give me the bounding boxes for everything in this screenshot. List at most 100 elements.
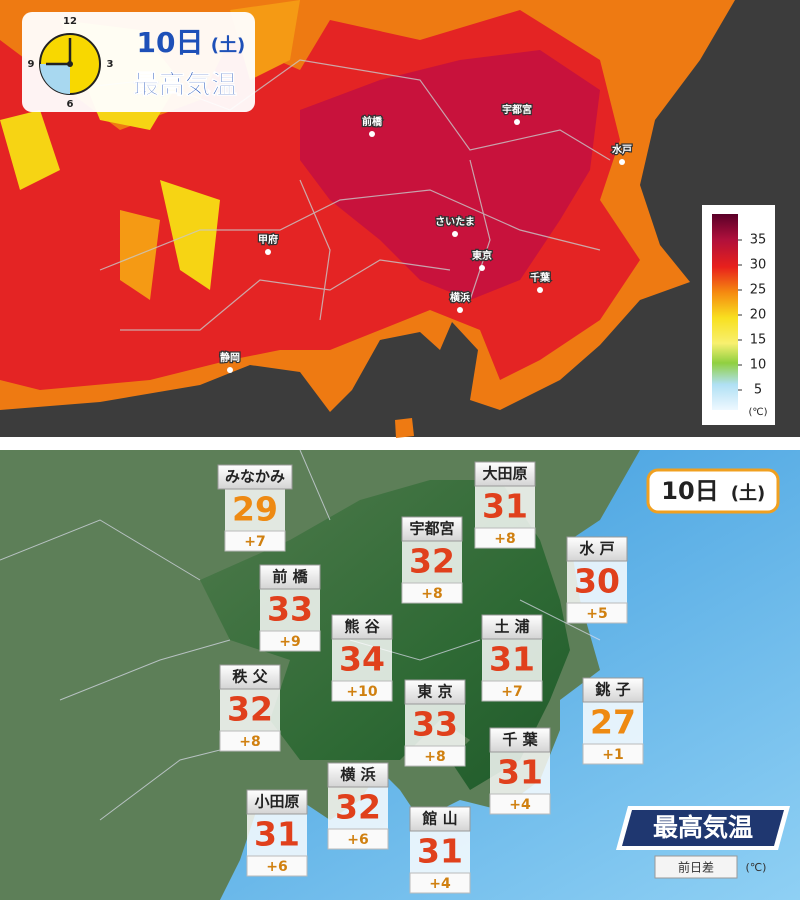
city-dot bbox=[369, 131, 375, 137]
station-card: 水 戸 30 +5 bbox=[566, 536, 628, 624]
diff-label: 前日差 bbox=[678, 860, 714, 875]
station-card: 土 浦 31 +7 bbox=[481, 614, 543, 702]
temp-panel bbox=[220, 687, 280, 731]
diff-box bbox=[474, 527, 536, 549]
city-dot bbox=[452, 231, 458, 237]
temp-panel bbox=[567, 559, 627, 603]
name-box bbox=[259, 564, 321, 590]
legend-tick-label: 25 bbox=[750, 283, 767, 298]
legend-tick-label: 15 bbox=[750, 333, 767, 348]
temp-diff: +7 bbox=[244, 534, 265, 550]
weekday: (土) bbox=[731, 483, 765, 504]
city-label: 東京 bbox=[472, 249, 492, 262]
name-box bbox=[582, 677, 644, 703]
station-card: 小田原 31 +6 bbox=[246, 789, 308, 877]
temp-diff: +8 bbox=[421, 586, 442, 602]
temp-diff: +8 bbox=[424, 749, 445, 765]
city-label: さいたま bbox=[435, 216, 475, 228]
station-name: 千 葉 bbox=[502, 731, 538, 749]
station-card: 熊 谷 34 +10 bbox=[331, 614, 393, 702]
station-name: 銚 子 bbox=[595, 681, 630, 699]
legend-unit: (℃) bbox=[748, 407, 767, 418]
clock-label: 6 bbox=[67, 99, 74, 110]
temp-diff: +8 bbox=[239, 734, 260, 750]
diff-box bbox=[489, 793, 551, 815]
diff-box bbox=[259, 630, 321, 652]
clock-label: 12 bbox=[63, 16, 77, 27]
name-box bbox=[217, 464, 293, 490]
title: 最高気温 bbox=[653, 813, 753, 842]
diff-box bbox=[327, 828, 389, 850]
temp-diff: +6 bbox=[347, 832, 368, 848]
city-label: 前橋 bbox=[362, 115, 383, 128]
weekday: (土) bbox=[211, 35, 245, 56]
name-box bbox=[566, 536, 628, 562]
station-card: 宇都宮 32 +8 bbox=[401, 516, 463, 604]
max-temp: 30 bbox=[574, 562, 620, 601]
temp-panel bbox=[402, 539, 462, 583]
legend-tick-label: 30 bbox=[750, 258, 767, 273]
temp-diff: +4 bbox=[509, 797, 531, 813]
station-name: 小田原 bbox=[254, 793, 299, 811]
name-box bbox=[409, 806, 471, 832]
temp-diff: +7 bbox=[501, 684, 522, 700]
station-card: 館 山 31 +4 bbox=[409, 806, 471, 894]
station-card: 大田原 31 +8 bbox=[474, 461, 536, 549]
clock-label: 9 bbox=[28, 59, 35, 70]
name-box bbox=[401, 516, 463, 542]
max-temp: 31 bbox=[489, 640, 535, 679]
station-name: 前 橋 bbox=[272, 568, 308, 586]
name-box bbox=[489, 727, 551, 753]
temp-panel bbox=[410, 829, 470, 873]
temp-panel bbox=[475, 484, 535, 528]
name-box bbox=[327, 762, 389, 788]
name-box bbox=[219, 664, 281, 690]
temp-diff: +1 bbox=[602, 747, 623, 763]
station-name: みなかみ bbox=[225, 468, 285, 486]
temp-panel bbox=[225, 487, 285, 531]
name-box bbox=[474, 461, 536, 487]
station-name: 水 戸 bbox=[579, 540, 614, 558]
max-temp: 31 bbox=[254, 815, 300, 854]
bottom-header: 10日 (土) 最高気温 前日差 (℃) bbox=[616, 468, 790, 879]
diff-box bbox=[566, 602, 628, 624]
max-temp: 32 bbox=[409, 542, 455, 581]
temp-panel bbox=[260, 587, 320, 631]
temp-panel bbox=[490, 750, 550, 794]
city-label: 宇都宮 bbox=[502, 103, 532, 116]
city-dot bbox=[619, 159, 625, 165]
temp-panel bbox=[482, 637, 542, 681]
diff-box bbox=[219, 730, 281, 752]
name-box bbox=[331, 614, 393, 640]
temp-diff: +9 bbox=[279, 634, 300, 650]
temp-diff: +6 bbox=[266, 859, 287, 875]
legend-tick-label: 20 bbox=[750, 308, 767, 323]
max-temp: 32 bbox=[335, 788, 381, 827]
station-name: 横 浜 bbox=[340, 766, 375, 784]
legend-tick-label: 35 bbox=[750, 233, 767, 248]
diff-box bbox=[481, 680, 543, 702]
max-temp: 33 bbox=[267, 590, 313, 629]
city-dot bbox=[537, 287, 543, 293]
station-name: 館 山 bbox=[421, 810, 457, 828]
station-card: 前 橋 33 +9 bbox=[259, 564, 321, 652]
title: 最高気温 bbox=[133, 70, 237, 101]
station-card: 銚 子 27 +1 bbox=[582, 677, 644, 765]
city-dot bbox=[479, 265, 485, 271]
name-box bbox=[246, 789, 308, 815]
temp-panel bbox=[247, 812, 307, 856]
station-card: 東 京 33 +8 bbox=[404, 679, 466, 767]
name-box bbox=[404, 679, 466, 705]
station-name: 宇都宮 bbox=[409, 520, 454, 538]
diff-box bbox=[224, 530, 286, 552]
diff-box bbox=[246, 855, 308, 877]
temp-panel bbox=[405, 702, 465, 746]
header-box: 10日 (土) 最高気温 bbox=[22, 12, 255, 112]
clock-label: 3 bbox=[107, 59, 114, 70]
temp-diff: +10 bbox=[346, 684, 377, 700]
city-dot bbox=[457, 307, 463, 313]
max-temp: 31 bbox=[497, 753, 543, 792]
city-dot bbox=[227, 367, 233, 373]
